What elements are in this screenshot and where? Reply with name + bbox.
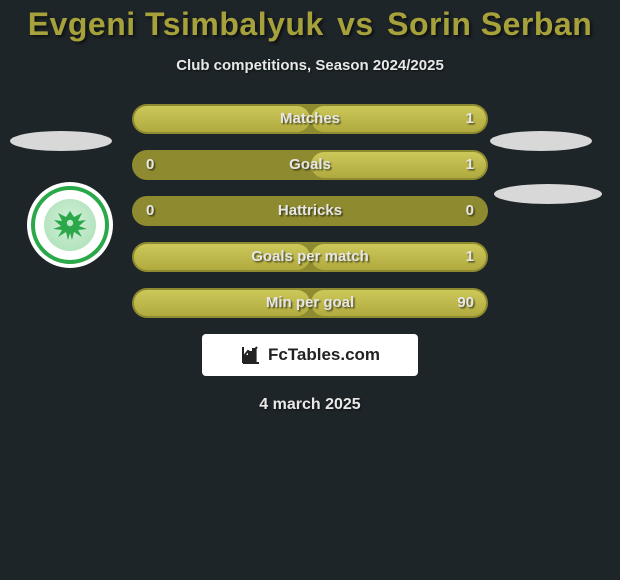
stat-bars: Matches1Goals01Hattricks00Goals per matc…	[132, 104, 488, 318]
stat-row: Matches1	[132, 104, 488, 134]
vs-word: vs	[337, 6, 374, 42]
stat-row: Goals0 1	[132, 150, 488, 180]
date-text: 4 march 2025	[0, 396, 620, 414]
player2-small-oval-icon	[494, 184, 602, 204]
stat-value-right: 0	[466, 196, 474, 226]
player2-oval-icon	[490, 131, 592, 151]
stat-value-left: 0	[146, 196, 154, 226]
page-title: Evgeni Tsimbalyuk vs Sorin Serban	[0, 0, 620, 43]
branding-text: FcTables.com	[268, 345, 380, 365]
stat-row: Min per goal90	[132, 288, 488, 318]
stat-value-right: 90	[457, 288, 474, 318]
player1-name: Evgeni Tsimbalyuk	[28, 6, 324, 42]
stat-label: Goals	[132, 150, 488, 180]
branding-box: FcTables.com	[202, 334, 418, 376]
stat-label: Min per goal	[132, 288, 488, 318]
comparison-stage: Matches1Goals01Hattricks00Goals per matc…	[0, 104, 620, 414]
stat-value-right: 1	[466, 150, 474, 180]
player1-oval-icon	[10, 131, 112, 151]
player2-name: Sorin Serban	[387, 6, 592, 42]
stat-label: Goals per match	[132, 242, 488, 272]
stat-value-right: 1	[466, 104, 474, 134]
eagle-icon	[50, 205, 90, 245]
stat-value-left: 0	[146, 150, 154, 180]
subtitle: Club competitions, Season 2024/2025	[0, 57, 620, 74]
bar-chart-icon	[240, 344, 262, 366]
stat-value-right: 1	[466, 242, 474, 272]
stat-label: Matches	[132, 104, 488, 134]
stat-row: Hattricks0 0	[132, 196, 488, 226]
club-crest-icon	[27, 182, 113, 268]
stat-row: Goals per match1	[132, 242, 488, 272]
stat-label: Hattricks	[132, 196, 488, 226]
